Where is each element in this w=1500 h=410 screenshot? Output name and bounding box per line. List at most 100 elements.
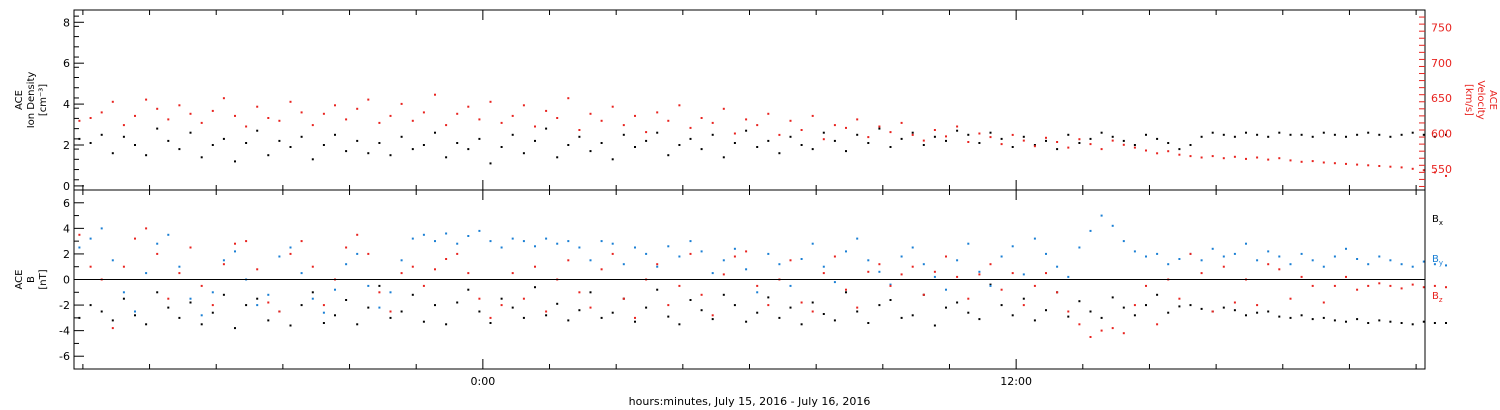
velocity-point bbox=[534, 125, 536, 128]
bx-point bbox=[245, 304, 248, 307]
bx-point bbox=[656, 288, 659, 291]
velocity-point bbox=[911, 133, 914, 136]
bx-point bbox=[456, 301, 459, 304]
bx-point bbox=[489, 322, 492, 324]
bz-point bbox=[1278, 268, 1281, 271]
velocity-point bbox=[1445, 174, 1447, 177]
by-point bbox=[100, 227, 103, 230]
bz-point bbox=[134, 237, 136, 240]
bx-point bbox=[1256, 311, 1259, 314]
density-point bbox=[1011, 146, 1014, 148]
by-point bbox=[1045, 252, 1047, 255]
by-point bbox=[89, 237, 92, 240]
velocity-point bbox=[245, 125, 248, 128]
left-tick-label: 0 bbox=[63, 180, 70, 193]
density-point bbox=[478, 137, 481, 140]
by-point bbox=[1445, 264, 1447, 267]
by-point bbox=[656, 265, 659, 268]
bx-point bbox=[556, 302, 559, 305]
density-point bbox=[789, 135, 792, 138]
velocity-point bbox=[1100, 148, 1103, 151]
velocity-point bbox=[845, 126, 847, 129]
bz-point bbox=[378, 291, 381, 294]
bz-point bbox=[1178, 297, 1181, 300]
density-point bbox=[1100, 131, 1103, 134]
bz-point bbox=[1222, 265, 1225, 268]
by-point bbox=[1256, 259, 1259, 262]
bz-point bbox=[745, 250, 748, 253]
bx-point bbox=[1356, 318, 1359, 321]
velocity-point bbox=[567, 97, 570, 100]
by-point bbox=[1400, 263, 1403, 266]
by-point bbox=[600, 240, 603, 243]
bz-point bbox=[222, 263, 225, 266]
left-tick-label: 8 bbox=[63, 16, 70, 29]
bz-point bbox=[267, 301, 270, 304]
bz-point bbox=[833, 255, 836, 258]
bz-point bbox=[78, 233, 81, 236]
density-point bbox=[1133, 144, 1136, 146]
by-point bbox=[1411, 265, 1414, 268]
velocity-point bbox=[167, 118, 170, 121]
by-point bbox=[1011, 245, 1014, 248]
right-axis-label-line: Velocity bbox=[1475, 80, 1486, 119]
by-point bbox=[422, 233, 425, 236]
bz-point bbox=[189, 246, 192, 249]
density-point bbox=[634, 146, 636, 148]
density-point bbox=[322, 144, 325, 146]
left-axis-label-line: ACE bbox=[14, 270, 25, 290]
by-point bbox=[667, 245, 670, 248]
bz-point bbox=[1211, 310, 1214, 313]
velocity-point bbox=[600, 119, 603, 122]
bz-point bbox=[367, 252, 370, 255]
by-point bbox=[1033, 237, 1036, 240]
bz-point bbox=[1011, 272, 1014, 275]
bx-point bbox=[800, 323, 803, 326]
bz-point bbox=[545, 310, 548, 313]
bz-point bbox=[1356, 288, 1359, 291]
bz-point bbox=[1400, 287, 1403, 290]
bz-point bbox=[500, 304, 503, 307]
density-point bbox=[1356, 133, 1359, 136]
velocity-point bbox=[711, 121, 714, 124]
bz-point bbox=[1378, 282, 1381, 285]
by-point bbox=[456, 242, 459, 245]
by-point bbox=[745, 268, 748, 271]
bx-point bbox=[511, 306, 514, 309]
density-point bbox=[256, 129, 259, 132]
bx-point bbox=[845, 291, 847, 294]
by-point bbox=[1356, 258, 1359, 260]
by-point bbox=[567, 240, 570, 243]
density-point bbox=[267, 154, 270, 157]
velocity-point bbox=[1345, 162, 1347, 165]
density-point bbox=[556, 156, 559, 159]
bz-point bbox=[1100, 329, 1103, 332]
legend-entry: Bx bbox=[1432, 214, 1443, 227]
bx-point bbox=[1433, 322, 1436, 324]
by-point bbox=[856, 237, 859, 240]
density-point bbox=[1122, 139, 1125, 142]
by-point bbox=[1367, 263, 1370, 266]
bx-point bbox=[878, 304, 881, 307]
density-point bbox=[1089, 137, 1092, 140]
by-point bbox=[311, 297, 314, 300]
density-point bbox=[467, 148, 470, 151]
by-point bbox=[811, 242, 814, 245]
bx-point bbox=[856, 310, 859, 313]
by-point bbox=[978, 270, 981, 273]
velocity-point bbox=[1333, 162, 1336, 165]
by-point bbox=[967, 242, 970, 245]
by-point bbox=[634, 246, 636, 249]
velocity-point bbox=[178, 104, 181, 107]
density-point bbox=[545, 127, 548, 130]
density-point bbox=[1289, 133, 1292, 136]
bx-point bbox=[956, 301, 959, 304]
by-point bbox=[1145, 255, 1147, 258]
by-point bbox=[1278, 255, 1281, 258]
density-point bbox=[945, 139, 947, 142]
by-point bbox=[511, 237, 514, 240]
by-point bbox=[378, 306, 381, 309]
by-point bbox=[1200, 259, 1203, 262]
by-point bbox=[1133, 250, 1136, 253]
density-point bbox=[245, 142, 248, 144]
